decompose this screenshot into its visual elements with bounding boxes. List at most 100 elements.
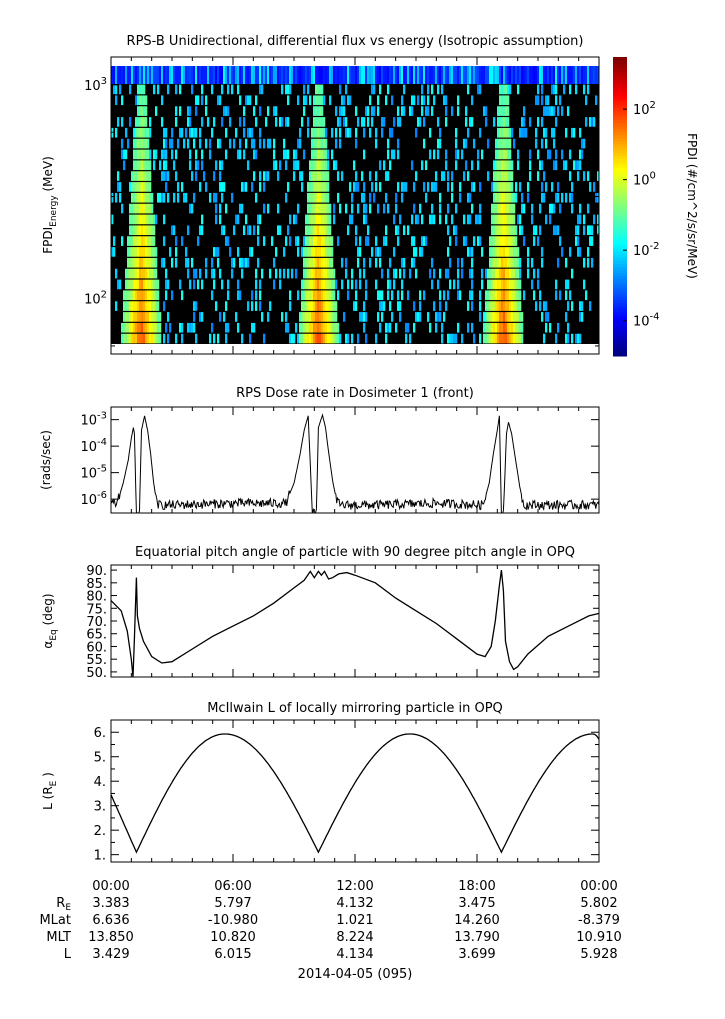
flux-cell bbox=[143, 95, 146, 106]
flux-cell bbox=[505, 290, 508, 301]
colorbar-segment bbox=[613, 341, 627, 345]
flux-cell bbox=[419, 301, 422, 311]
flux-cell bbox=[503, 182, 506, 192]
colorbar-segment bbox=[613, 239, 627, 243]
flux-cell bbox=[327, 312, 330, 322]
flux-cell bbox=[363, 214, 366, 225]
flux-cell bbox=[555, 117, 558, 127]
flux-cell bbox=[311, 257, 314, 268]
flux-cell bbox=[547, 312, 550, 322]
flux-cell bbox=[195, 160, 198, 171]
flux-cell bbox=[199, 127, 202, 138]
flux-cell bbox=[379, 301, 382, 311]
flux-cell bbox=[133, 225, 136, 236]
flux-cell bbox=[253, 149, 256, 160]
flux-cell bbox=[143, 322, 146, 333]
lshell-frame bbox=[110, 719, 600, 863]
flux-cell bbox=[141, 160, 144, 171]
colorbar-segment bbox=[613, 203, 627, 207]
flux-cell bbox=[139, 203, 142, 214]
flux-cell bbox=[593, 117, 596, 127]
flux-cell bbox=[307, 225, 310, 236]
flux-cell bbox=[339, 117, 342, 127]
flux-cell bbox=[317, 257, 320, 268]
flux-cell bbox=[509, 214, 512, 225]
flux-cell bbox=[511, 214, 514, 225]
flux-cell bbox=[141, 225, 144, 236]
flux-cell bbox=[303, 257, 306, 268]
flux-cell bbox=[215, 160, 218, 171]
flux-cell bbox=[175, 117, 178, 127]
flux-cell bbox=[375, 127, 378, 138]
y-tick-label: 6. bbox=[94, 726, 106, 741]
flux-cell bbox=[555, 225, 558, 236]
flux-cell bbox=[177, 192, 180, 203]
flux-cell bbox=[399, 268, 402, 279]
flux-cell bbox=[159, 333, 162, 344]
flux-cell bbox=[137, 333, 140, 344]
flux-cell bbox=[399, 301, 402, 311]
flux-cell bbox=[237, 322, 240, 333]
flux-cell bbox=[555, 290, 558, 301]
flux-cell bbox=[301, 171, 304, 181]
flux-cell bbox=[475, 66, 478, 84]
flux-cell bbox=[259, 84, 262, 95]
flux-cell bbox=[295, 214, 298, 225]
flux-cell bbox=[227, 290, 230, 301]
flux-cell bbox=[229, 117, 232, 127]
flux-cell bbox=[309, 225, 312, 236]
flux-cell bbox=[495, 171, 498, 181]
flux-cell bbox=[299, 127, 302, 138]
flux-cell bbox=[325, 322, 328, 333]
flux-cell bbox=[149, 268, 152, 279]
flux-cell bbox=[187, 138, 190, 149]
flux-cell bbox=[387, 66, 390, 84]
flux-cell bbox=[139, 290, 142, 301]
flux-cell bbox=[135, 312, 138, 322]
colorbar-segment bbox=[613, 197, 627, 202]
flux-cell bbox=[453, 333, 456, 344]
flux-cell bbox=[193, 138, 196, 149]
flux-cell bbox=[323, 236, 326, 246]
flux-cell bbox=[497, 312, 500, 322]
flux-cell bbox=[139, 236, 142, 246]
flux-cell bbox=[153, 84, 156, 95]
flux-cell bbox=[351, 214, 354, 225]
flux-cell bbox=[295, 322, 298, 333]
flux-cell bbox=[163, 127, 166, 138]
flux-cell bbox=[305, 279, 308, 290]
flux-cell bbox=[297, 160, 300, 171]
flux-cell bbox=[501, 182, 504, 192]
flux-cell bbox=[393, 279, 396, 290]
flux-cell bbox=[455, 236, 458, 246]
flux-cell bbox=[323, 225, 326, 236]
flux-cell bbox=[145, 127, 148, 138]
flux-cell bbox=[325, 182, 328, 192]
flux-cell bbox=[413, 247, 416, 257]
flux-cell bbox=[237, 247, 240, 257]
flux-cell bbox=[379, 66, 382, 84]
flux-cell bbox=[113, 236, 116, 246]
flux-cell bbox=[325, 268, 328, 279]
flux-cell bbox=[353, 160, 356, 171]
flux-cell bbox=[501, 66, 504, 84]
flux-cell bbox=[143, 257, 146, 268]
flux-cell bbox=[139, 138, 142, 149]
flux-cell bbox=[183, 138, 186, 149]
flux-cell bbox=[225, 333, 228, 344]
flux-cell bbox=[343, 95, 346, 106]
flux-cell bbox=[189, 106, 192, 116]
flux-cell bbox=[541, 66, 544, 84]
flux-cell bbox=[317, 247, 320, 257]
flux-cell bbox=[167, 333, 170, 344]
flux-cell bbox=[137, 138, 140, 149]
colorbar-segment bbox=[613, 230, 627, 234]
flux-cell bbox=[577, 225, 580, 236]
flux-cell bbox=[303, 268, 306, 279]
colorbar-segment bbox=[613, 101, 627, 106]
flux-cell bbox=[209, 333, 212, 344]
flux-cell bbox=[495, 268, 498, 279]
flux-cell bbox=[219, 66, 222, 84]
flux-cell bbox=[515, 257, 518, 268]
flux-cell bbox=[153, 66, 156, 84]
